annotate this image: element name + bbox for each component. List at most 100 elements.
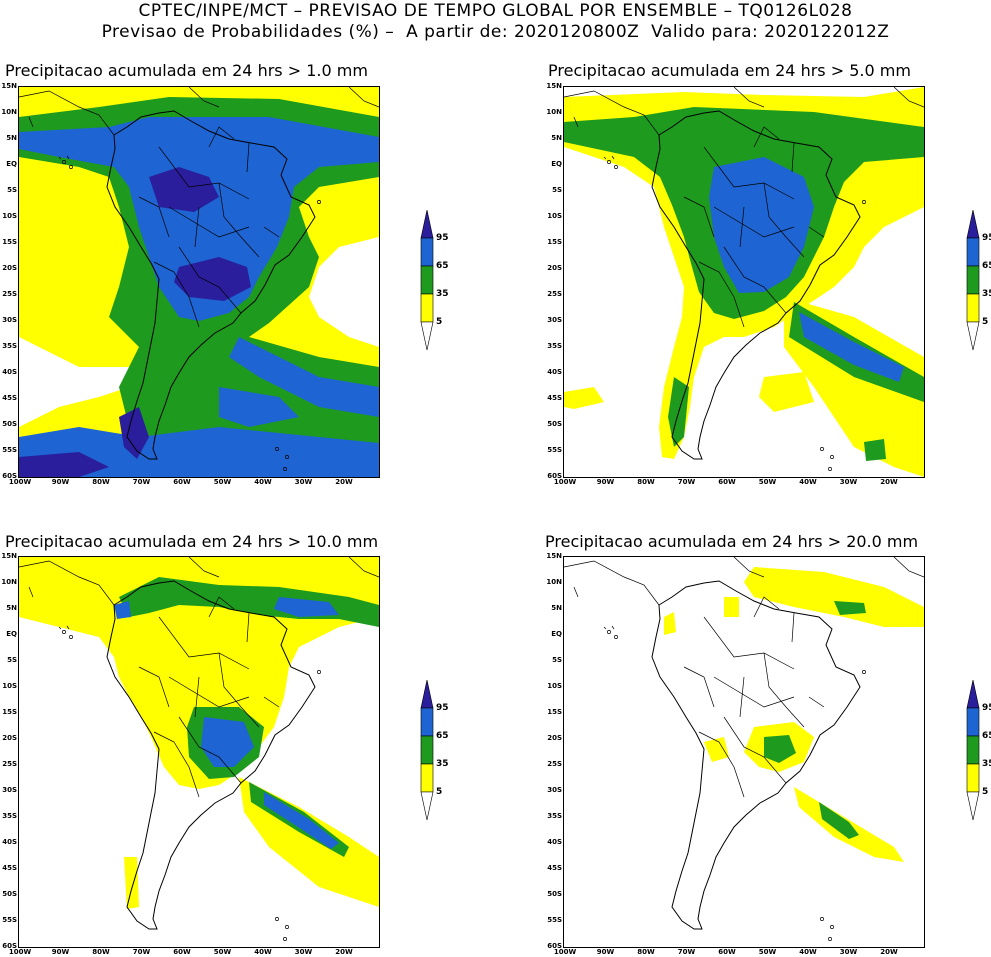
map-p1 <box>18 86 380 478</box>
lon-label: 20W <box>880 478 898 486</box>
lat-label: 5S <box>552 186 562 194</box>
island-2 <box>862 200 866 204</box>
lon-label: 100W <box>8 478 32 486</box>
lon-label: 60W <box>718 478 736 486</box>
lat-label: 60S <box>547 472 562 480</box>
lat-label: 35S <box>547 812 562 820</box>
lat-label: 10N <box>1 578 17 586</box>
colorbar-segment-95plus <box>420 209 434 239</box>
colorbar-segment-2 <box>420 735 434 765</box>
lon-label: 100W <box>553 948 577 956</box>
prob-area-c65-5 <box>219 387 299 427</box>
island-1 <box>614 635 618 639</box>
lon-label: 80W <box>637 478 655 486</box>
lat-label: 15N <box>1 552 17 560</box>
country-borders <box>683 126 825 328</box>
prob-area-c65-8 <box>709 157 814 293</box>
island-5 <box>283 467 287 471</box>
prob-area-c35-6 <box>864 439 886 461</box>
lon-label: 90W <box>51 478 70 486</box>
prob-area-c5-5 <box>724 597 739 617</box>
colorbar-label: 65 <box>436 261 449 271</box>
lat-label: 45S <box>2 394 17 402</box>
colorbar-label: 95 <box>436 233 449 243</box>
lat-label: 5S <box>7 656 17 664</box>
lat-label: 15S <box>547 238 562 246</box>
lat-label: 15S <box>547 708 562 716</box>
lon-label: 40W <box>799 948 817 956</box>
lon-label: 90W <box>596 478 615 486</box>
colorbar-label: 35 <box>982 289 991 299</box>
lat-label: 55S <box>547 916 562 924</box>
lat-label: 10S <box>547 682 562 690</box>
colorbar-label: 5 <box>982 317 989 327</box>
lon-label: 100W <box>8 948 32 956</box>
colorbar-segment-3 <box>420 763 434 793</box>
lat-label: 10S <box>2 212 17 220</box>
lat-label: 50S <box>547 420 562 428</box>
lat-label: 40S <box>2 368 17 376</box>
northern-coastline <box>19 557 379 630</box>
lon-label: 30W <box>294 948 313 956</box>
island-2 <box>317 200 321 204</box>
colorbar-segment-1 <box>420 707 434 737</box>
colorbar-segment-below5 <box>420 791 434 821</box>
colorbar-segment-3 <box>966 763 980 793</box>
lat-label: 40S <box>2 838 17 846</box>
island-0 <box>607 160 611 164</box>
northern-coastline <box>564 87 924 160</box>
colorbar-label: 5 <box>436 317 443 327</box>
lat-label: 10N <box>546 578 562 586</box>
lat-label: EQ <box>6 630 17 638</box>
colorbar-label: 35 <box>982 759 991 769</box>
lat-label: 15S <box>2 238 17 246</box>
lon-label: 70W <box>132 478 151 486</box>
coastline <box>651 110 861 460</box>
lat-label: 5S <box>7 186 17 194</box>
island-5 <box>828 937 832 941</box>
lat-label: 55S <box>2 446 17 454</box>
lat-label: 10N <box>546 108 562 116</box>
lat-label: 40S <box>547 838 562 846</box>
coastline <box>106 110 316 460</box>
lat-label: 15N <box>546 82 562 90</box>
prob-area-c5-4 <box>664 612 676 635</box>
island-0 <box>62 630 66 634</box>
lon-label: 80W <box>637 948 655 956</box>
map-p4 <box>563 556 925 948</box>
island-2 <box>317 670 321 674</box>
prob-area-c35-7 <box>834 601 866 615</box>
lat-label: 40S <box>547 368 562 376</box>
prob-area-c5-0 <box>744 567 924 627</box>
lat-label: 60S <box>547 942 562 950</box>
colorbar-segment-2 <box>966 735 980 765</box>
lat-label: 30S <box>547 786 562 794</box>
lat-label: 50S <box>2 890 17 898</box>
panel-title-p2: Precipitacao acumulada em 24 hrs > 5.0 m… <box>548 61 911 80</box>
prob-area-c35-8 <box>819 802 859 839</box>
island-1 <box>69 635 73 639</box>
prob-area-c5-2 <box>564 387 604 409</box>
country-borders <box>683 596 825 798</box>
colorbar-segment-below5 <box>966 791 980 821</box>
lat-label: 20S <box>2 734 17 742</box>
prob-area-c95-7 <box>149 167 219 212</box>
lon-label: 100W <box>553 478 577 486</box>
map-p3 <box>18 556 380 948</box>
island-5 <box>828 467 832 471</box>
lat-label: 35S <box>2 812 17 820</box>
lon-label: 30W <box>294 478 313 486</box>
colorbar-p1 <box>420 209 434 356</box>
lat-label: 55S <box>547 446 562 454</box>
lon-label: 60W <box>173 948 191 956</box>
lat-label: 45S <box>2 864 17 872</box>
colorbar-label: 95 <box>436 703 449 713</box>
lon-label: 50W <box>213 948 232 956</box>
lat-label: 20S <box>547 734 562 742</box>
lat-label: 5N <box>551 604 562 612</box>
panel-title-p1: Precipitacao acumulada em 24 hrs > 1.0 m… <box>5 61 368 80</box>
island-4 <box>830 455 834 459</box>
lat-label: 30S <box>2 316 17 324</box>
island-3 <box>820 917 824 921</box>
lon-label: 50W <box>758 478 777 486</box>
